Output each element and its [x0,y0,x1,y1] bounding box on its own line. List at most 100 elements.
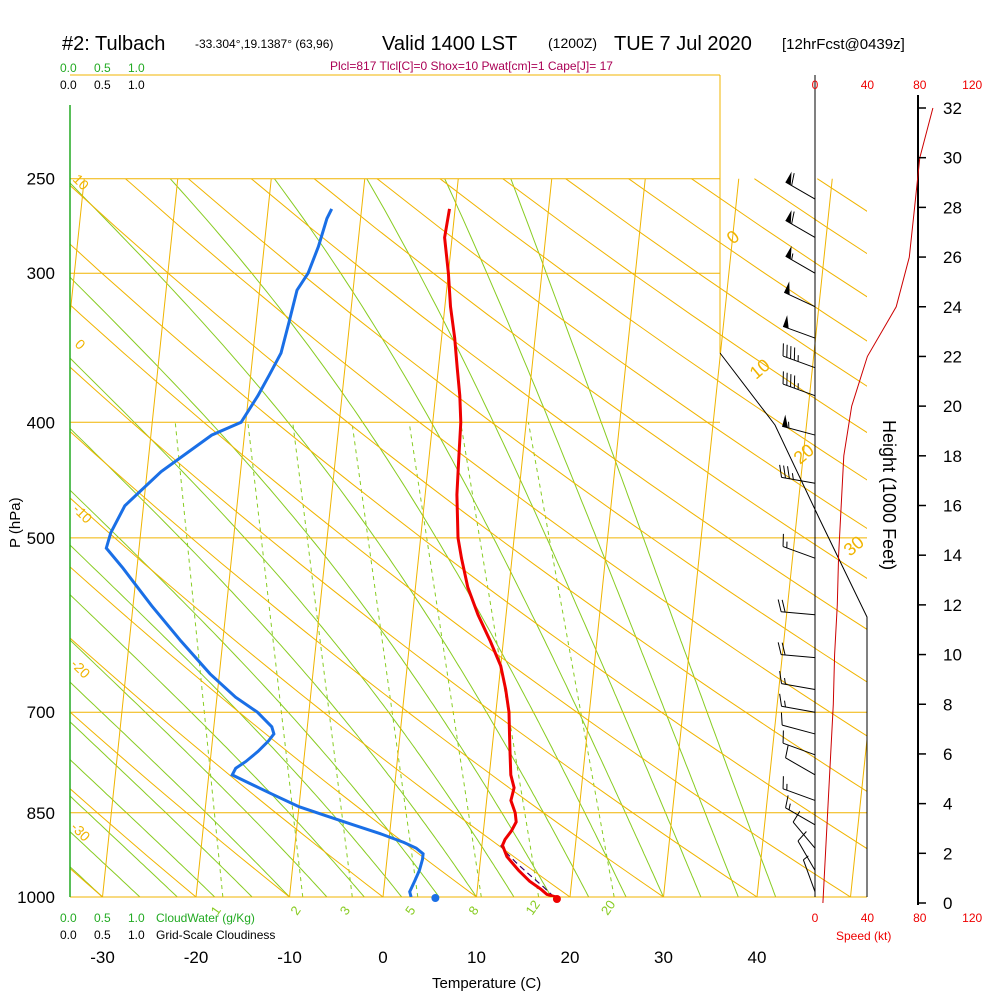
dewpoint-profile-line [104,208,425,897]
mixing-ratio-label: 8 [465,903,481,918]
cloud-scale-top-0: 0.0 [60,61,77,75]
wind-barb-full [785,795,789,808]
dry-adiabat-line [70,637,384,897]
dry-adiabat-line [70,430,664,897]
wind-barb [782,315,816,339]
x-axis-title: Temperature (C) [432,975,541,992]
wind-barb [777,642,816,659]
y-axis-title: P (hPa) [7,497,24,548]
wind-barb [780,712,816,735]
wind-barb-staff [785,220,816,238]
height-tick-label: 2 [943,844,952,863]
moist-adiabat-line [366,178,702,897]
wind-barb-full [783,465,786,479]
speed-tick-label-top: 80 [913,78,927,92]
mixing-ratio-label: 3 [337,903,353,918]
wind-barb-staff [785,255,816,274]
speed-tick-label-bottom: 80 [913,911,927,925]
dry-adiabat-line [188,178,867,683]
dry-adiabat-label: -30 [68,819,94,845]
wind-barb [782,343,816,369]
wind-barb-full [787,466,790,479]
temperature-tick-label: 30 [654,948,673,967]
wind-barb [782,533,816,559]
height-tick-label: 12 [943,596,962,615]
wind-barb-full [791,211,795,225]
wind-barb-staff [781,654,816,659]
isotherm-label: 10 [746,355,774,383]
moist-adiabat-line [70,427,477,897]
wind-barb-half [791,253,794,260]
dry-adiabat-line [70,566,477,897]
height-tick-label: 20 [943,397,962,416]
height-tick-label: 16 [943,497,962,516]
dry-adiabat-line [70,366,758,897]
surface-temperature-marker [552,895,561,903]
pressure-tick-label: 1000 [17,888,55,907]
wind-barb-full [779,693,783,707]
moist-adiabat-line [70,795,178,897]
cloud-scale-bottom-title: CloudWater (g/Kg) [156,911,255,925]
wind-barb-staff [781,705,816,713]
temperature-axis: -30 -20 -10 0 10 20 30 40 [90,948,766,967]
wind-barb [779,693,816,713]
wind-barb-half [784,677,786,685]
moist-adiabat-line [70,276,552,897]
speed-tick-label-top: 0 [812,78,819,92]
mixing-ratio-line [527,422,615,897]
pressure-tick-label: 300 [27,264,55,283]
isotherm-line [70,178,85,320]
wind-barb-pennant [785,210,792,224]
temperature-tick-label: 40 [748,948,767,967]
dry-adiabat-line [376,178,867,530]
moist-adiabat-line [273,178,664,897]
moist-adiabat-line [70,593,365,897]
temperature-tick-label: 10 [467,948,486,967]
temperature-tick-label: 20 [561,948,580,967]
wind-barb-pennant [783,315,789,329]
wind-barb-staff [781,683,816,690]
wind-barb-staff [782,742,816,756]
cloud-scale-top-1: 0.5 [94,61,111,75]
wind-barb-full [781,599,786,613]
moist-adiabat-line [70,544,403,897]
wind-barb [797,831,816,871]
wind-barb-staff [782,425,816,436]
wind-barb-half [803,855,809,861]
surface-dewpoint-marker [431,894,440,902]
speed-axis-title: Speed (kt) [836,929,891,943]
mixing-ratio-label: 12 [522,897,543,917]
cloudiness-scale-bottom-2: 1.0 [128,928,145,942]
pressure-tick-label: 500 [27,529,55,548]
wind-barb-staff [782,383,816,397]
wind-barb-pennant [782,414,788,428]
height-axis-title: Height (1000 Feet) [879,420,899,570]
cloud-scale-bottom-1: 0.5 [94,911,111,925]
wind-barb [782,414,816,436]
dry-adiabat-line [70,184,867,793]
moist-adiabat-line [70,681,290,897]
wind-barb-staff [785,757,816,776]
wind-barb [782,730,816,756]
wind-barb-staff [782,546,816,559]
wind-barb [792,811,816,849]
wind-barb-staff [781,476,816,484]
wind-barb-full [780,712,783,726]
wind-barb-full [779,671,783,684]
wind-barb-half [791,473,794,480]
height-tick-label: 30 [943,149,962,168]
mixing-ratio-line [247,422,304,897]
wind-barb [785,745,816,776]
dry-adiabat-line [70,788,197,897]
height-tick-label: 26 [943,248,962,267]
wind-barb-full [791,173,795,186]
cloudiness-scale-top-1: 0.5 [94,78,111,92]
wind-barb-pennant [785,245,792,260]
dry-adiabat-line [70,711,290,897]
pressure-tick-label: 250 [27,170,55,189]
speed-tick-label-bottom: 0 [812,911,819,925]
wind-barb [783,281,816,308]
speed-tick-label-bottom: 40 [861,911,875,925]
wind-barb-full [792,811,801,823]
